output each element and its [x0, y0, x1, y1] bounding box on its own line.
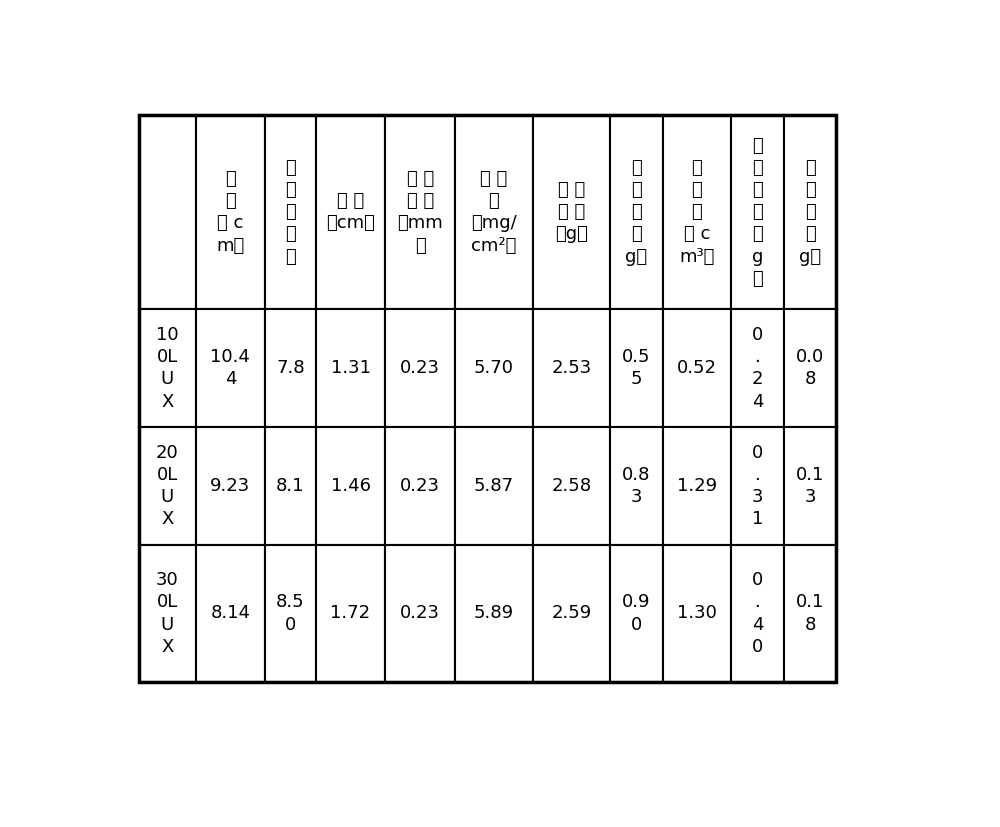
- Text: 0.23: 0.23: [400, 477, 440, 495]
- Text: 9.23: 9.23: [210, 477, 251, 495]
- Text: 苗
高
（ c
m）: 苗 高 （ c m）: [216, 170, 245, 255]
- Bar: [196, 115, 265, 309]
- Bar: [663, 545, 731, 682]
- Text: 0.9
0: 0.9 0: [622, 593, 651, 633]
- Text: 0.23: 0.23: [400, 359, 440, 377]
- Bar: [663, 428, 731, 545]
- Text: 5.70: 5.70: [474, 359, 514, 377]
- Bar: [265, 545, 316, 682]
- Text: 2.53: 2.53: [551, 359, 592, 377]
- Bar: [784, 428, 836, 545]
- Bar: [196, 309, 265, 428]
- Text: 0.0
8: 0.0 8: [796, 348, 824, 389]
- Text: 1.31: 1.31: [331, 359, 371, 377]
- Bar: [265, 115, 316, 309]
- Bar: [139, 428, 196, 545]
- Bar: [533, 309, 610, 428]
- Bar: [316, 309, 385, 428]
- Bar: [610, 115, 663, 309]
- Text: 0.52: 0.52: [677, 359, 717, 377]
- Text: 1.30: 1.30: [677, 605, 717, 623]
- Text: 20
0L
U
X: 20 0L U X: [156, 444, 179, 528]
- Text: 茎 围
（cm）: 茎 围 （cm）: [326, 192, 375, 232]
- Text: 0
.
3
1: 0 . 3 1: [752, 444, 763, 528]
- Bar: [731, 545, 784, 682]
- Text: 8.1: 8.1: [276, 477, 305, 495]
- Text: 0.8
3: 0.8 3: [622, 466, 651, 506]
- Text: 0.5
5: 0.5 5: [622, 348, 651, 389]
- Bar: [784, 115, 836, 309]
- Bar: [533, 545, 610, 682]
- Bar: [784, 545, 836, 682]
- Bar: [784, 309, 836, 428]
- Text: 10
0L
U
X: 10 0L U X: [156, 326, 179, 410]
- Text: 根
鲜
重
（
g）: 根 鲜 重 （ g）: [625, 159, 648, 265]
- Bar: [455, 428, 533, 545]
- Text: 叶 片
厉 度
（mm
）: 叶 片 厉 度 （mm ）: [397, 170, 443, 255]
- Text: 1.29: 1.29: [677, 477, 717, 495]
- Text: 根
干
重
（
g）: 根 干 重 （ g）: [799, 159, 821, 265]
- Bar: [385, 428, 455, 545]
- Text: 0
.
4
0: 0 . 4 0: [752, 571, 763, 656]
- Bar: [316, 545, 385, 682]
- Bar: [455, 309, 533, 428]
- Text: 2.58: 2.58: [551, 477, 591, 495]
- Text: 叶
数
（
片
）: 叶 数 （ 片 ）: [285, 159, 296, 265]
- Bar: [139, 115, 836, 682]
- Bar: [265, 428, 316, 545]
- Bar: [731, 309, 784, 428]
- Text: 茎 叶
鲜 重
（g）: 茎 叶 鲜 重 （g）: [555, 181, 588, 243]
- Bar: [139, 309, 196, 428]
- Bar: [196, 545, 265, 682]
- Text: 1.46: 1.46: [331, 477, 371, 495]
- Bar: [316, 115, 385, 309]
- Bar: [139, 115, 196, 309]
- Text: 0
.
2
4: 0 . 2 4: [752, 326, 763, 410]
- Bar: [139, 545, 196, 682]
- Bar: [663, 309, 731, 428]
- Bar: [533, 428, 610, 545]
- Bar: [455, 545, 533, 682]
- Text: 5.87: 5.87: [474, 477, 514, 495]
- Text: 10.4
4: 10.4 4: [210, 348, 250, 389]
- Bar: [731, 428, 784, 545]
- Text: 1.72: 1.72: [330, 605, 371, 623]
- Text: 30
0L
U
X: 30 0L U X: [156, 571, 179, 656]
- Text: 茎
叶
干
重
（
g
）: 茎 叶 干 重 （ g ）: [752, 136, 763, 288]
- Bar: [663, 115, 731, 309]
- Bar: [385, 309, 455, 428]
- Bar: [385, 545, 455, 682]
- Bar: [265, 309, 316, 428]
- Bar: [731, 115, 784, 309]
- Text: 8.14: 8.14: [210, 605, 250, 623]
- Text: 0.1
3: 0.1 3: [796, 466, 824, 506]
- Bar: [533, 115, 610, 309]
- Text: 0.1
8: 0.1 8: [796, 593, 824, 633]
- Text: 7.8: 7.8: [276, 359, 305, 377]
- Text: 8.5
0: 8.5 0: [276, 593, 305, 633]
- Bar: [316, 428, 385, 545]
- Bar: [610, 545, 663, 682]
- Bar: [610, 428, 663, 545]
- Text: 比 叶
重
（mg/
cm²）: 比 叶 重 （mg/ cm²）: [471, 170, 517, 255]
- Bar: [385, 115, 455, 309]
- Bar: [455, 115, 533, 309]
- Text: 0.23: 0.23: [400, 605, 440, 623]
- Text: 根
体
积
（ c
m³）: 根 体 积 （ c m³）: [679, 159, 715, 265]
- Bar: [196, 428, 265, 545]
- Text: 2.59: 2.59: [551, 605, 592, 623]
- Text: 5.89: 5.89: [474, 605, 514, 623]
- Bar: [610, 309, 663, 428]
